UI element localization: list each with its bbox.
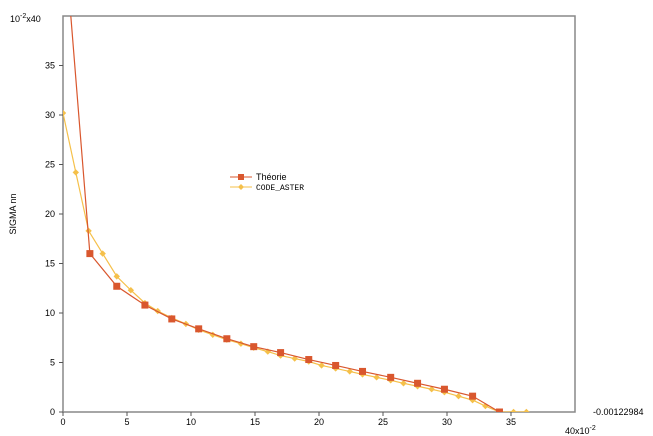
data-point-code-aster <box>318 362 325 369</box>
y-tick-label: 15 <box>45 259 55 269</box>
data-point-theorie <box>113 282 121 290</box>
legend-aster-label: CODE_ASTER <box>256 184 304 193</box>
data-point-code-aster <box>72 169 79 176</box>
y-unit-mult: x40 <box>26 14 41 24</box>
x-tick-label: 30 <box>442 417 452 427</box>
data-point-theorie <box>223 335 231 343</box>
data-point-code-aster <box>455 392 462 400</box>
data-point-theorie <box>277 349 285 357</box>
data-point-code-aster <box>113 273 120 280</box>
y-tick-label: 35 <box>45 61 55 71</box>
x-tick-label: 0 <box>60 417 65 427</box>
data-point-theorie <box>86 250 94 258</box>
data-point-theorie <box>168 315 176 323</box>
x-tick-label: 35 <box>506 417 516 427</box>
data-point-theorie <box>469 392 477 400</box>
data-point-theorie <box>387 373 395 381</box>
x-unit-base: 40x10 <box>565 426 590 436</box>
data-point-theorie <box>414 379 422 387</box>
data-point-theorie <box>359 367 367 375</box>
data-point-code-aster <box>428 386 435 393</box>
data-point-theorie <box>495 408 503 412</box>
y-zero-annotation: -0.00122984 <box>593 407 644 417</box>
legend-aster-marker <box>238 184 244 190</box>
y-tick-label: 0 <box>50 407 55 417</box>
data-point-code-aster <box>127 287 135 294</box>
y-tick-label: 25 <box>45 160 55 170</box>
data-point-code-aster <box>523 408 530 412</box>
y-tick-label: 5 <box>50 358 55 368</box>
data-point-code-aster <box>63 109 67 117</box>
y-unit-exp: -2 <box>20 13 26 20</box>
data-point-theorie <box>141 301 149 309</box>
data-point-code-aster <box>400 380 407 387</box>
data-point-theorie <box>305 356 313 364</box>
y-tick-label: 20 <box>45 209 55 219</box>
legend-theorie-label: Théorie <box>256 172 287 182</box>
data-point-theorie <box>332 361 340 369</box>
data-point-theorie <box>440 385 448 393</box>
x-tick-label: 15 <box>250 417 260 427</box>
y-unit-label: 10-2x40 <box>10 13 41 24</box>
data-point-code-aster <box>99 250 106 257</box>
plot-frame <box>62 15 576 413</box>
data-point-code-aster <box>346 368 353 375</box>
ticks-layer: 0 5 10 15 20 25 30 35 0 5 10 15 20 25 30 35 <box>45 61 516 428</box>
x-unit-label: 40x10-2 <box>565 425 596 436</box>
data-point-code-aster <box>510 408 517 412</box>
x-tick-label: 25 <box>378 417 388 427</box>
legend: Théorie CODE_ASTER <box>230 172 304 193</box>
series-layer <box>63 16 530 412</box>
y-tick-label: 30 <box>45 110 55 120</box>
x-tick-label: 5 <box>124 417 129 427</box>
x-tick-label: 10 <box>186 417 196 427</box>
data-point-code-aster <box>373 374 380 381</box>
y-unit-base: 10 <box>10 14 20 24</box>
data-point-theorie <box>250 343 258 351</box>
y-axis-label: SIGMA nn <box>8 193 18 234</box>
x-tick-label: 20 <box>314 417 324 427</box>
data-point-theorie <box>195 325 203 333</box>
legend-theorie-marker <box>238 174 244 180</box>
x-unit-exp: -2 <box>590 425 596 432</box>
y-tick-label: 10 <box>45 308 55 318</box>
plot-area <box>63 16 530 412</box>
